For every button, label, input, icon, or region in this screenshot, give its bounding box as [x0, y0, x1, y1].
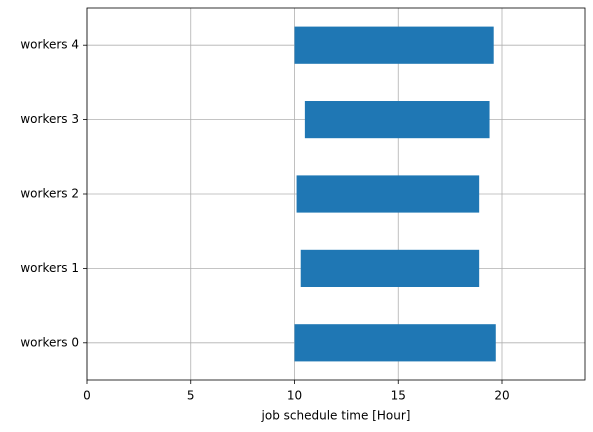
bar	[294, 324, 496, 362]
x-tick-label: 10	[287, 389, 302, 403]
y-tick-label: workers 1	[20, 261, 79, 275]
y-tick-label: workers 4	[20, 38, 79, 52]
x-tick-label: 15	[391, 389, 406, 403]
plot-frame	[86, 7, 586, 381]
y-tick-label: workers 0	[20, 335, 79, 349]
x-axis-label: job schedule time [Hour]	[261, 409, 411, 423]
x-tick-label: 5	[187, 389, 195, 403]
bar	[294, 26, 494, 64]
bar	[304, 101, 490, 139]
x-tick-label: 0	[83, 389, 91, 403]
y-tick-label: workers 3	[20, 112, 79, 126]
x-tick-label: 20	[494, 389, 509, 403]
bar	[296, 175, 480, 213]
y-tick-label: workers 2	[20, 187, 79, 201]
bar	[300, 249, 480, 287]
